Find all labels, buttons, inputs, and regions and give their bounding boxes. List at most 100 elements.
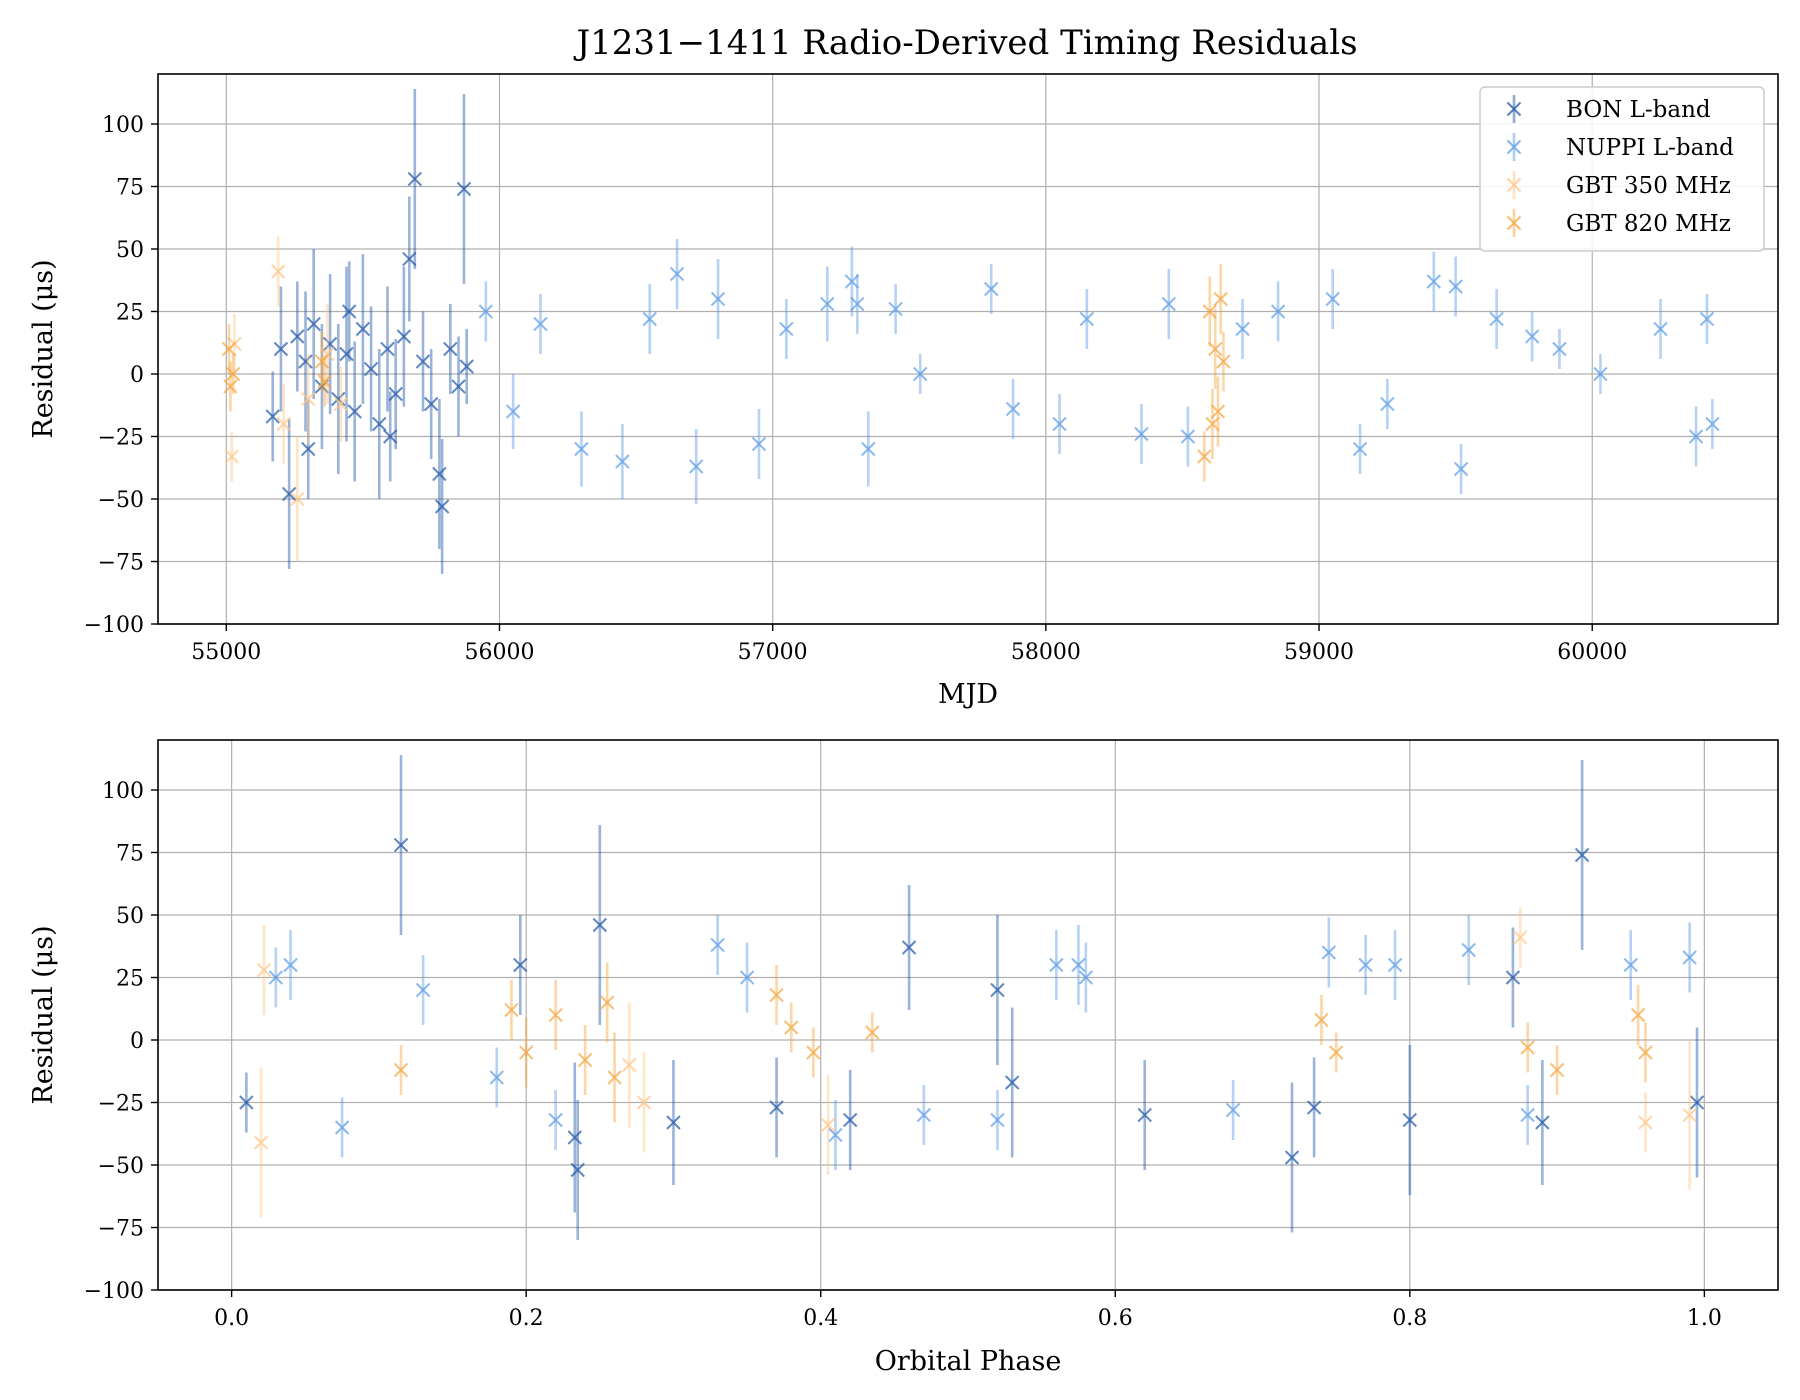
x-marker [388, 386, 403, 402]
x-tick-label: 0.6 [1098, 1306, 1133, 1331]
data-point [1284, 1082, 1300, 1233]
data-point [396, 266, 412, 407]
y-tick-label: 50 [116, 238, 144, 263]
data-point [1489, 289, 1504, 349]
data-point [1202, 276, 1217, 347]
data-point [1071, 925, 1086, 1005]
x-marker [489, 1070, 504, 1085]
x-marker [990, 982, 1005, 998]
data-point [333, 366, 349, 442]
x-marker [393, 1062, 409, 1078]
legend-entry-gbt-350-mhz: GBT 350 MHz [1506, 171, 1731, 199]
data-point [283, 930, 298, 1000]
x-tick-label: 56000 [464, 640, 534, 665]
x-marker [739, 970, 755, 985]
data-point [751, 409, 767, 479]
data-point [1180, 406, 1196, 467]
x-marker [592, 917, 608, 933]
data-point [432, 399, 447, 549]
y-axis-label: Residual (μs) [28, 925, 59, 1104]
x-marker [1638, 1045, 1653, 1060]
data-point [622, 1002, 637, 1128]
legend-marker-swatch [1506, 101, 1522, 117]
x-marker [1134, 426, 1149, 442]
x-marker [380, 341, 395, 357]
x-marker [334, 1120, 350, 1135]
data-point [1453, 444, 1469, 494]
x-marker [1202, 304, 1217, 319]
legend-label: BON L-band [1566, 97, 1711, 123]
x-marker [1225, 1102, 1241, 1118]
data-point [342, 261, 357, 362]
x-marker [273, 341, 289, 357]
x-marker [622, 1057, 637, 1073]
x-marker [383, 429, 398, 444]
timing-residuals-vs-mjd-panel: 55000 56000 57000 58000 59000 60000 −100 −75 −50… [28, 73, 1779, 710]
y-tick-label: −100 [84, 1279, 144, 1304]
x-marker [1004, 1075, 1020, 1090]
axes-frame [157, 739, 1779, 1291]
data-point [806, 1027, 821, 1078]
x-marker [355, 321, 371, 337]
data-point [1137, 1060, 1152, 1170]
x-marker [828, 1127, 843, 1143]
data-point [1314, 995, 1329, 1045]
data-point [407, 89, 423, 269]
legend-entries: BON L-band NUPPI L-band GBT 350 MHz GBT 820… [1506, 95, 1734, 237]
data-point [828, 1100, 843, 1170]
data-point [784, 1002, 799, 1053]
x-marker [1689, 1095, 1705, 1110]
data-point [1638, 1092, 1653, 1153]
data-point [844, 246, 860, 317]
x-marker [1049, 957, 1064, 973]
x-axis-label: MJD [938, 679, 998, 710]
x-marker [504, 1002, 519, 1018]
x-marker [599, 995, 615, 1010]
x-marker [451, 379, 466, 394]
x-tick-label: 58000 [1011, 640, 1081, 665]
y-tick-label: 25 [116, 967, 144, 992]
x-marker [1552, 341, 1567, 357]
x-marker [306, 316, 321, 332]
data-point [779, 299, 794, 359]
data-point [1213, 264, 1228, 334]
x-marker [1688, 429, 1704, 444]
x-marker [1052, 416, 1067, 432]
x-marker [1513, 930, 1528, 945]
x-marker [548, 1112, 563, 1128]
x-marker [1210, 404, 1226, 419]
axis-ticks: 0.0 0.2 0.4 0.6 0.8 1.0 −100 −75 −50 −25 0 25 50 75 10… [84, 779, 1722, 1331]
x-marker [1520, 1040, 1535, 1055]
data-point [710, 259, 726, 339]
nuppi-l-band-series [478, 239, 1720, 504]
y-tick-label: −75 [98, 551, 144, 576]
data-point [504, 980, 519, 1040]
data-point [423, 349, 439, 459]
data-point [393, 755, 409, 935]
legend-label: NUPPI L-band [1566, 135, 1734, 161]
data-point [592, 825, 608, 1025]
data-point [1325, 269, 1340, 329]
x-marker [769, 987, 784, 1003]
x-marker [505, 404, 521, 419]
x-marker [842, 1112, 858, 1128]
x-marker [1682, 1107, 1697, 1123]
data-point [688, 429, 704, 504]
y-tick-label: 75 [116, 176, 144, 201]
data-point [642, 284, 657, 354]
data-point [239, 1072, 254, 1133]
data-point [1078, 942, 1094, 1013]
legend-label: GBT 350 MHz [1566, 173, 1731, 199]
x-marker [865, 1025, 880, 1040]
x-marker [1161, 296, 1176, 312]
data-point [1653, 299, 1668, 359]
data-point [306, 249, 321, 399]
x-marker [253, 1135, 269, 1150]
data-point [1328, 1032, 1344, 1073]
data-point [984, 264, 999, 314]
x-marker [402, 251, 417, 267]
legend-entry-nuppi-l-band: NUPPI L-band [1506, 133, 1734, 161]
data-point [533, 294, 548, 354]
data-point [570, 1100, 585, 1240]
y-tick-label: −25 [98, 426, 144, 451]
